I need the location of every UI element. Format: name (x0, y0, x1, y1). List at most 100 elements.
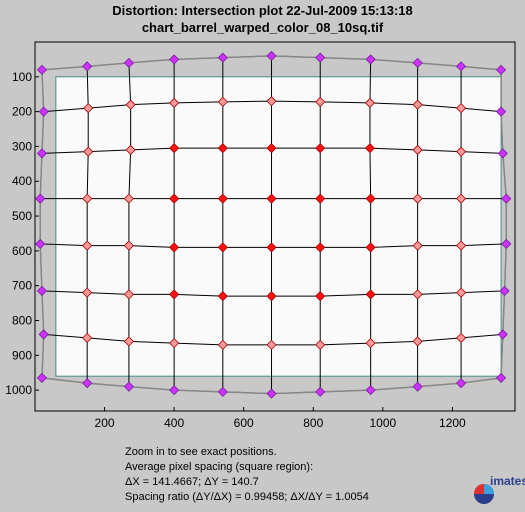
intersection-marker (125, 144, 136, 155)
y-tick-label: 700 (12, 279, 32, 293)
intersection-marker (266, 96, 277, 107)
intersection-marker (266, 291, 277, 302)
intersection-marker (217, 386, 228, 397)
intersection-marker (412, 57, 423, 68)
intersection-marker (412, 289, 423, 300)
intersection-marker (38, 329, 49, 340)
intersection-marker (365, 242, 376, 253)
spacing-ratio: Spacing ratio (ΔY/ΔX) = 0.99458; ΔX/ΔY =… (125, 491, 369, 503)
x-axis-ticks: 200 400 600 800 1000 1200 (95, 407, 466, 430)
intersection-marker (315, 339, 326, 350)
y-tick-label: 800 (12, 313, 32, 327)
imatest-logo-text: imatest (490, 474, 525, 488)
intersection-marker (365, 385, 376, 396)
intersection-marker (169, 143, 180, 154)
intersection-marker (497, 329, 508, 340)
intersection-marker (456, 103, 467, 114)
avg-spacing-label: Average pixel spacing (square region): (125, 461, 314, 473)
grid-column-line (369, 59, 372, 391)
intersection-marker (456, 193, 467, 204)
y-tick-label: 600 (12, 244, 32, 258)
intersection-marker (169, 242, 180, 253)
intersection-marker (456, 332, 467, 343)
intersection-marker (123, 381, 134, 392)
intersection-marker (217, 339, 228, 350)
grid-column-line (86, 66, 89, 384)
intersection-marker (82, 287, 93, 298)
x-tick-label: 400 (164, 416, 184, 430)
intersection-marker (169, 289, 180, 300)
y-tick-label: 500 (12, 209, 32, 223)
intersection-marker (169, 54, 180, 65)
intersection-marker (82, 61, 93, 72)
intersection-marker (266, 339, 277, 350)
intersection-marker (456, 61, 467, 72)
y-tick-label: 400 (12, 174, 32, 188)
intersection-marker (217, 52, 228, 63)
intersection-marker (217, 242, 228, 253)
intersection-marker (82, 378, 93, 389)
y-tick-label: 900 (12, 348, 32, 362)
intersection-marker (36, 148, 48, 159)
zoom-hint: Zoom in to see exact positions. (125, 446, 277, 458)
intersection-marker (82, 193, 93, 204)
intersection-marker (123, 193, 134, 204)
intersection-marker (496, 372, 507, 383)
intersection-marker (169, 385, 180, 396)
intersection-marker (315, 386, 326, 397)
intersection-marker (217, 193, 228, 204)
intersection-marker (496, 106, 507, 117)
intersection-marker (217, 291, 228, 302)
intersection-marker (412, 99, 423, 110)
intersection-marker (315, 242, 326, 253)
grid-column-line (128, 62, 132, 387)
imatest-logo: imatest (470, 472, 525, 512)
x-tick-label: 1000 (369, 416, 396, 430)
intersection-marker (36, 285, 48, 296)
intersection-marker (365, 338, 376, 349)
intersection-marker (496, 64, 507, 75)
intersection-marker (35, 193, 46, 204)
intersection-marker (36, 372, 48, 383)
intersection-marker (266, 50, 277, 61)
y-axis-ticks: 100 200 300 400 500 600 700 800 900 1000 (5, 70, 39, 397)
chart-title: Distortion: Intersection plot 22-Jul-200… (112, 3, 413, 18)
intersection-marker (364, 97, 376, 108)
intersection-marker (169, 193, 180, 204)
intersection-marker (38, 106, 49, 117)
intersection-marker (315, 52, 326, 63)
y-tick-label: 100 (12, 70, 32, 84)
reference-rectangle (55, 76, 502, 377)
intersection-marker (83, 146, 94, 157)
intersection-marker (412, 381, 423, 392)
intersection-marker (123, 57, 134, 68)
intersection-marker (266, 193, 277, 204)
intersection-marker (365, 54, 376, 65)
intersection-marker (456, 287, 467, 298)
intersection-marker (36, 64, 48, 75)
intersection-marker (456, 146, 467, 157)
imatest-logo-icon (474, 484, 494, 504)
intersection-marker (365, 289, 376, 300)
intersection-marker (123, 240, 134, 251)
intersection-marker (364, 143, 376, 154)
intersection-marker (82, 332, 93, 343)
intersection-marker (412, 336, 423, 347)
intersection-marker (412, 144, 423, 155)
intersection-marker (315, 96, 326, 107)
x-tick-label: 800 (303, 416, 323, 430)
x-tick-label: 1200 (439, 416, 466, 430)
intersection-marker (456, 378, 467, 389)
intersection-marker (315, 291, 326, 302)
y-tick-label: 1000 (5, 383, 32, 397)
intersection-markers (35, 50, 512, 399)
intersection-marker (217, 143, 228, 154)
intersection-marker (501, 238, 512, 249)
intersection-marker (217, 96, 228, 107)
intersection-plot: 200 400 600 800 1000 1200 100 200 300 400 500 600 7… (5, 41, 516, 430)
chart-subtitle: chart_barrel_warped_color_08_10sq.tif (141, 20, 384, 35)
y-tick-label: 200 (12, 105, 32, 119)
delta-values: ΔX = 141.4667; ΔY = 140.7 (125, 476, 259, 488)
intersection-marker (497, 148, 508, 159)
intersection-marker (501, 193, 512, 204)
